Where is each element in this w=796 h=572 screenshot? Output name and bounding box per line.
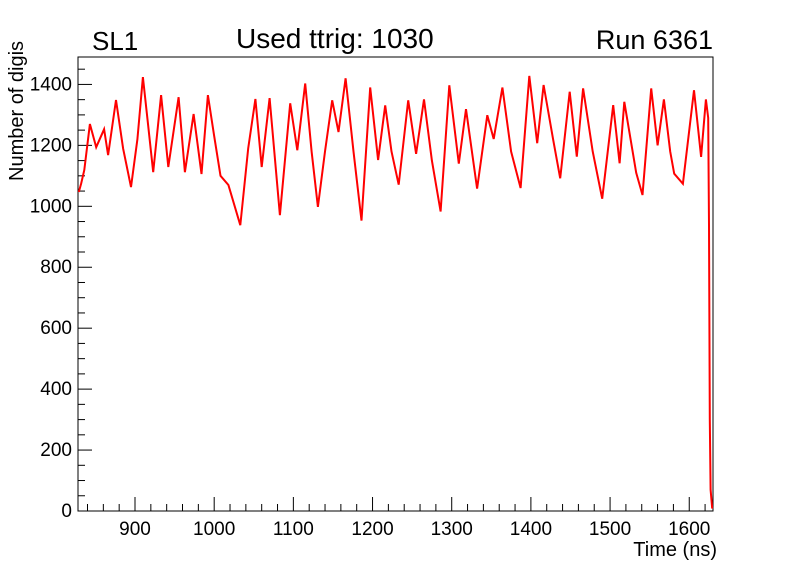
x-axis-tick-label: 1500 [589, 519, 631, 540]
x-axis-tick-label: 1000 [193, 519, 235, 540]
x-axis-tick-label: 1100 [273, 519, 314, 540]
plot-frame [77, 56, 714, 512]
y-axis-tick-label: 800 [40, 257, 72, 278]
y-axis-tick-label: 1400 [30, 74, 72, 95]
x-axis-tick-label: 1600 [668, 519, 710, 540]
x-axis-tick-label: 1200 [351, 519, 393, 540]
x-axis-title: Time (ns) [633, 539, 717, 561]
y-axis-tick-label: 0 [61, 501, 72, 522]
y-axis-tick-label: 1000 [30, 196, 72, 217]
y-axis-tick-label: 400 [40, 379, 72, 400]
generated-axes-and-series: 900 1000 1100 1200 1300 1400 1500 1600 0 200 400 60… [30, 56, 714, 540]
y-axis-tick-label: 200 [40, 440, 72, 461]
pad-title-left: SL1 [92, 26, 139, 56]
y-axis-tick-label: 1200 [30, 135, 72, 156]
chart-title: Used ttrig: 1030 [236, 23, 434, 54]
pad-title-right: Run 6361 [595, 25, 713, 55]
data-series-line [77, 75, 714, 509]
y-axis-tick-label: 600 [40, 318, 72, 339]
y-axis-title: Number of digis [6, 41, 28, 181]
x-axis-tick-label: 1300 [431, 519, 473, 540]
x-axis-tick-label: 1400 [510, 519, 552, 540]
x-axis-tick-label: 900 [119, 519, 151, 540]
